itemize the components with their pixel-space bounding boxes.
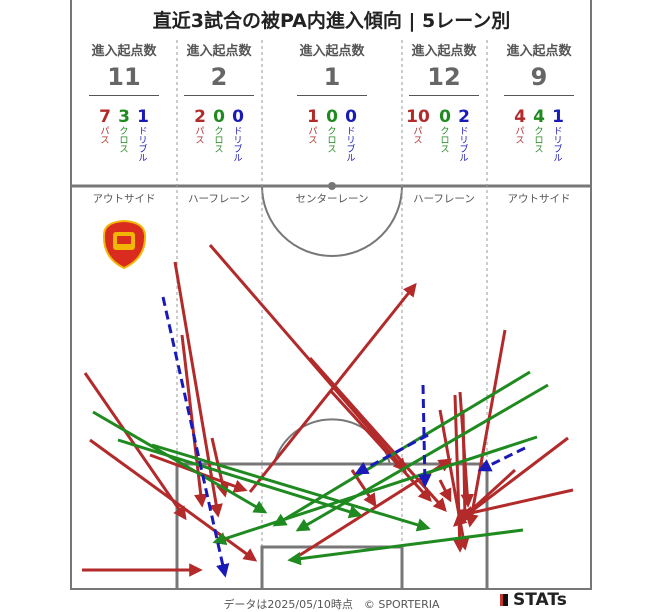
cross-arrow-24 [117,438,363,519]
footer-credit: データは2025/05/10時点 © SPORTERIA [223,598,440,611]
lane-2-dribble-count: 0 ドリブル [229,108,247,164]
count-type-label: ドリブル [459,127,469,164]
lane-start-label: 進入起点数 [91,44,157,59]
count-value: 1 [137,107,149,127]
pass-arrow-1 [173,261,223,518]
lane-start-label: 進入起点数 [186,44,252,59]
count-type-label: クロス [214,127,224,155]
cross-arrow-23 [92,410,268,514]
count-value: 3 [118,107,130,127]
pass-arrow-8 [208,244,407,473]
lane-name-5: アウトサイド [507,193,571,205]
count-type-label: クロス [119,127,129,155]
count-type-label: クロス [327,127,337,155]
lane-4-dribble-count: 2 ドリブル [455,108,473,164]
count-value: 10 [406,107,430,127]
pass-arrow-2 [180,334,208,508]
lane-header-5: 進入起点数 9 [489,40,589,96]
count-value: 4 [514,107,526,127]
lane-header-3: 進入起点数 1 [282,40,382,96]
count-value: 0 [439,107,451,127]
lane-4-pass-count: 10 パス [406,108,430,146]
lane-4-cross-count: 0 クロス [436,108,454,155]
lane-start-label: 進入起点数 [299,44,365,59]
lane-3-dribble-count: 0 ドリブル [342,108,360,164]
count-type-label: パス [413,127,423,146]
brand-text: STATs [513,590,567,610]
count-value: 4 [533,107,545,127]
count-value: 1 [307,107,319,127]
penalty-area [175,462,489,589]
crest-detail-icon [117,236,131,244]
lane-1-cross-count: 3 クロス [115,108,133,155]
count-type-label: ドリブル [553,127,563,164]
lane-1-dribble-count: 1 ドリブル [134,108,152,164]
lane-rule [409,95,479,96]
dribble-arrow-33 [477,446,526,472]
pass-arrow-22 [438,479,452,503]
pass-arrow-10 [248,282,417,493]
center-spot [328,182,336,190]
lane-total: 2 [210,63,228,91]
lane-header-4: 進入起点数 12 [394,40,494,96]
lane-total: 11 [107,63,141,91]
lane-total: 1 [323,63,341,91]
count-type-label: パス [515,127,525,146]
lane-1-pass-count: 7 パス [96,108,114,146]
lane-3-cross-count: 0 クロス [323,108,341,155]
lane-2-cross-count: 0 クロス [210,108,228,155]
pass-arrow-16 [465,329,507,528]
pass-arrow-19 [459,488,574,520]
cross-arrow-29 [287,528,524,566]
count-type-label: パス [100,127,110,146]
lane-total: 12 [427,63,461,91]
count-type-label: クロス [534,127,544,155]
lane-5-cross-count: 4 クロス [530,108,548,155]
count-value: 2 [458,107,470,127]
goal-area [260,545,404,589]
pass-arrow-20 [458,409,472,523]
lane-rule [297,95,367,96]
lane-3-pass-count: 1 パス [304,108,322,146]
count-value: 0 [232,107,244,127]
lane-start-label: 進入起点数 [506,44,572,59]
center-circle [261,185,403,257]
count-type-label: ドリブル [346,127,356,164]
chart-title: 直近3試合の被PA内進入傾向 | 5レーン別 [152,10,511,32]
lane-name-3: センターレーン [295,193,369,205]
lane-name-4: ハーフレーン [413,193,475,205]
cross-arrow-28 [212,435,538,546]
cross-arrow-25 [151,443,431,532]
pass-arrow-4 [89,438,258,562]
count-value: 0 [345,107,357,127]
lane-total: 9 [530,63,548,91]
lane-rule [504,95,574,96]
count-value: 2 [194,107,206,127]
dribble-arrow-30 [161,296,230,578]
brand-logo: STATs [500,590,567,610]
lane-rule [89,95,159,96]
count-value: 7 [99,107,111,127]
count-type-label: パス [195,127,205,146]
lane-5-dribble-count: 1 ドリブル [549,108,567,164]
count-value: 0 [213,107,225,127]
lane-header-2: 進入起点数 2 [169,40,269,96]
lane-start-label: 進入起点数 [411,44,477,59]
lane-name-1: アウトサイド [92,193,156,205]
count-value: 0 [326,107,338,127]
count-type-label: ドリブル [138,127,148,164]
lane-rule [184,95,254,96]
count-type-label: パス [308,127,318,146]
dribble-arrow-32 [418,384,432,488]
lane-5-pass-count: 4 パス [511,108,529,146]
lane-header-1: 進入起点数 11 [74,40,174,96]
brand-mark-icon [500,594,508,606]
lane-2-pass-count: 2 パス [191,108,209,146]
count-value: 1 [552,107,564,127]
count-type-label: ドリブル [233,127,243,164]
count-type-label: クロス [440,127,450,155]
lane-name-2: ハーフレーン [188,193,250,205]
pass-arrow-18 [457,436,569,522]
